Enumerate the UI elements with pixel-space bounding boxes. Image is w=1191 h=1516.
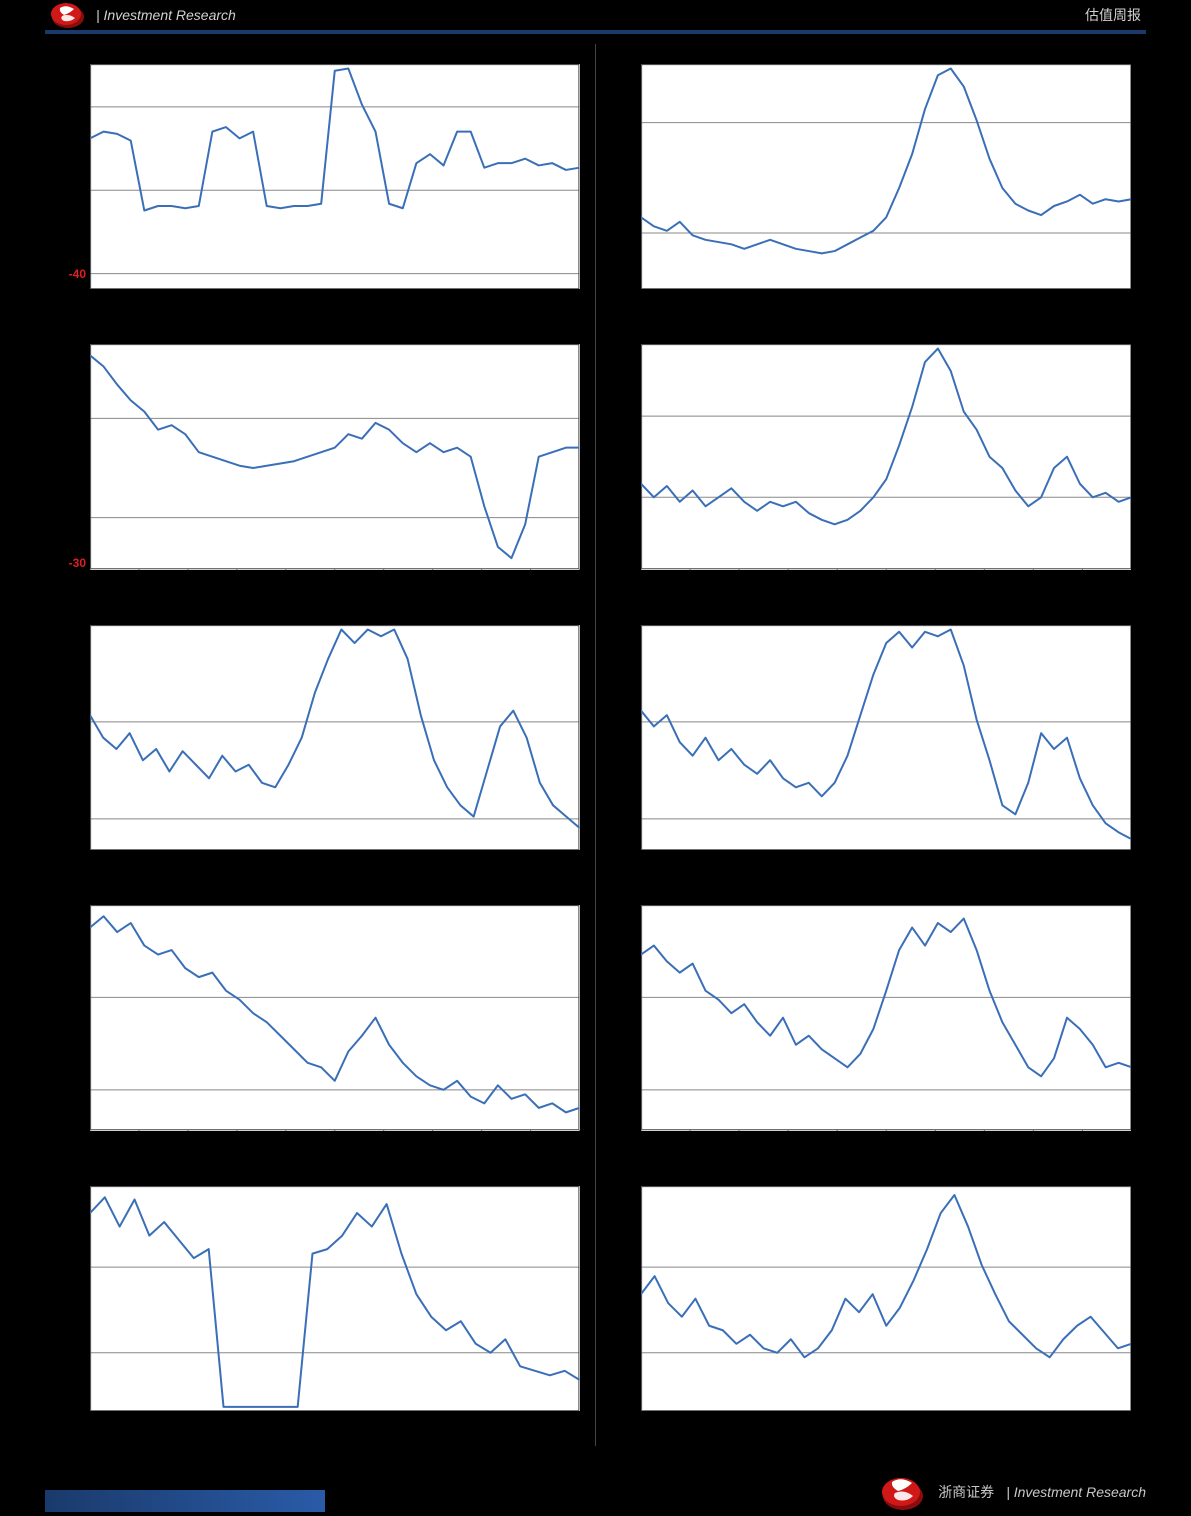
footer-right-area: 浙商证券 | Investment Research [880, 1472, 1146, 1512]
brand-logo-icon [50, 1, 86, 29]
chart-r4c1 [45, 885, 596, 1165]
chart-r1c2-plot [641, 64, 1132, 289]
chart-r1c1: -40 [45, 44, 596, 324]
header-logo-area: | Investment Research [50, 1, 236, 29]
chart-r1c1-plot: -40 [90, 64, 580, 289]
chart-r4c2 [596, 885, 1147, 1165]
chart-r3c1 [45, 605, 596, 885]
charts-grid: -40 -30 [45, 44, 1146, 1446]
chart-r2c1-plot: -30 [90, 344, 580, 569]
chart-r4c2-plot [641, 905, 1132, 1130]
chart-r2c2-plot [641, 344, 1132, 569]
header-right-text: 估值周报 [1085, 5, 1141, 25]
chart-r2c1: -30 [45, 324, 596, 604]
chart-r3c2 [596, 605, 1147, 885]
footer-accent-bar [45, 1490, 325, 1512]
footer-logo-icon [880, 1472, 926, 1512]
footer-company: 浙商证券 [938, 1482, 994, 1502]
header-left-text: | Investment Research [96, 7, 236, 23]
page-header: | Investment Research 估值周报 [0, 0, 1191, 30]
chart-r5c1-plot [90, 1186, 580, 1411]
chart-r5c2-plot [641, 1186, 1132, 1411]
footer-tagline: | Investment Research [1006, 1484, 1146, 1500]
header-border [45, 30, 1146, 34]
chart-r2c2 [596, 324, 1147, 604]
chart-r1c2 [596, 44, 1147, 324]
page-footer: 浙商证券 | Investment Research [0, 1456, 1191, 1516]
chart-r5c2 [596, 1166, 1147, 1446]
chart-r3c1-plot [90, 625, 580, 850]
chart-r4c1-plot [90, 905, 580, 1130]
chart-r5c1 [45, 1166, 596, 1446]
chart-r1c1-ylabel: -40 [69, 267, 86, 281]
chart-r2c1-ylabel: -30 [69, 556, 86, 570]
chart-r3c2-plot [641, 625, 1132, 850]
